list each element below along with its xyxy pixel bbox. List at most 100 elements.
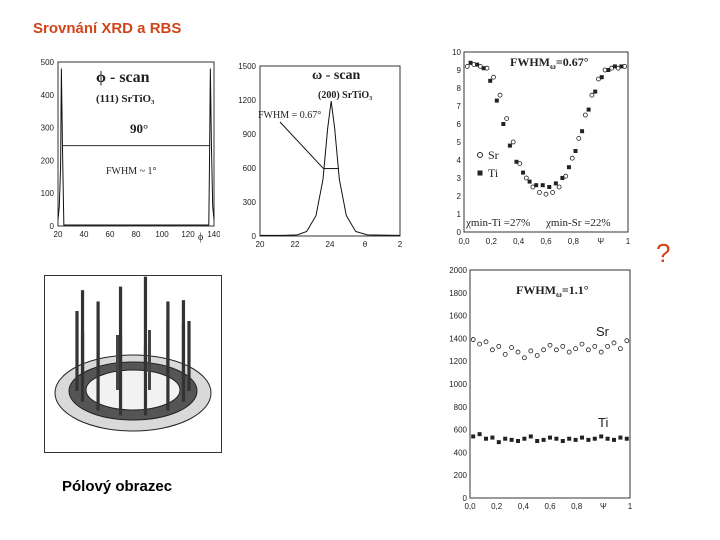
yield-sr-point <box>598 349 604 355</box>
yield-ti-point <box>580 435 584 440</box>
yield-y-tick-label: 1600 <box>449 312 467 321</box>
legend-sr-marker <box>477 152 483 158</box>
channeling-ti-point <box>619 64 624 69</box>
channeling-ti-point <box>468 60 473 65</box>
pole-peak <box>143 345 148 416</box>
channeling-ti-point <box>573 149 578 153</box>
yield-y-tick-label: 600 <box>454 426 468 435</box>
omega-x-tick-label: 22 <box>291 240 300 249</box>
phi-y-tick-label: 100 <box>41 189 55 198</box>
channeling-ti-point <box>475 62 480 67</box>
pole-peak <box>187 321 191 391</box>
omega-y-tick-label: 600 <box>243 164 257 173</box>
channeling-ti-point <box>514 159 519 164</box>
omega-chart-title: ω - scan <box>312 68 361 83</box>
channeling-ti-point <box>540 183 545 188</box>
yield-ti-point <box>548 435 552 440</box>
pole-peak <box>80 290 85 381</box>
phi-x-tick-label: 120 <box>181 230 195 239</box>
yield-ti-point <box>554 436 559 441</box>
legend-ti-marker <box>477 170 483 176</box>
yield-ti-point <box>535 439 540 443</box>
channeling-ti-point <box>566 165 571 170</box>
channeling-ti-point <box>494 98 499 103</box>
yield-sr-point <box>541 347 546 353</box>
yield-x-tick-label: 0,4 <box>518 502 530 511</box>
channeling-y-tick-label: 2 <box>457 192 462 201</box>
pole-peak <box>96 301 100 372</box>
channeling-sr-point <box>556 184 562 190</box>
channeling-sr-point <box>569 155 575 161</box>
phi-x-tick-label: 20 <box>54 230 63 239</box>
yield-y-tick-label: 1000 <box>449 380 467 389</box>
yield-sr-point <box>573 346 579 352</box>
yield-sr-point <box>592 343 598 349</box>
channeling-ti-point <box>593 89 598 94</box>
rbs-channeling-chart: 0 1 2 3 4 5 6 7 8 9 10 0,0 0,2 0,4 0,6 0,8 Ψ 1 FWHMω=0.6… <box>452 48 631 246</box>
channeling-sr-point <box>464 63 470 69</box>
omega-y-tick-label: 300 <box>243 198 257 207</box>
yield-sr-point <box>477 341 482 347</box>
yield-sr-point <box>496 343 502 349</box>
annotation-chimin-ti: χmin-Ti =27% <box>465 217 530 229</box>
page-title: Srovnání XRD a RBS <box>33 20 182 37</box>
yield-x-tick-label: 0,2 <box>491 502 503 511</box>
omega-x-tick-label: 2 <box>398 240 403 249</box>
channeling-x-tick-label: Ψ <box>597 237 604 246</box>
series-label-ti: Ti <box>598 415 608 430</box>
yield-sr-point <box>611 340 617 346</box>
channeling-y-tick-label: 1 <box>457 210 462 219</box>
channeling-ti-point <box>488 78 493 83</box>
pole-peak <box>181 300 186 381</box>
yield-ti-point <box>477 432 482 437</box>
phi-y-tick-label: 400 <box>41 91 55 100</box>
phi-annotation-angle: 90° <box>130 121 148 136</box>
channeling-sr-point <box>576 136 582 141</box>
phi-chart-subtitle: (111) SrTiO₃ <box>96 93 155 105</box>
channeling-y-tick-label: 0 <box>457 228 462 237</box>
yield-y-tick-label: 1200 <box>449 357 467 366</box>
yield-ti-point <box>560 439 565 443</box>
omega-fwhm-pointer <box>279 121 324 169</box>
yield-ti-point <box>490 435 495 440</box>
omega-plot-frame <box>259 65 401 237</box>
channeling-y-tick-label: 5 <box>457 138 462 147</box>
channeling-ti-point <box>560 176 565 180</box>
omega-y-tick-label: 0 <box>252 232 257 241</box>
rbs-yield-frame <box>469 269 631 499</box>
phi-x-tick-label: 140 <box>207 230 220 239</box>
omega-y-tick-label: 1200 <box>238 96 256 105</box>
yield-ti-point <box>541 437 546 442</box>
channeling-y-tick-label: 9 <box>457 66 462 75</box>
channeling-sr-point <box>523 175 529 181</box>
phi-chart-title: ϕ - scan <box>96 69 150 86</box>
yield-sr-point <box>624 338 630 344</box>
channeling-sr-point <box>537 189 542 195</box>
yield-y-tick-label: 200 <box>454 471 468 480</box>
phi-y-tick-label: 0 <box>50 222 55 231</box>
omega-x-tick-label: 20 <box>256 240 265 249</box>
question-mark: ? <box>656 238 671 268</box>
legend-ti-label: Ti <box>488 166 499 180</box>
channeling-ti-point <box>599 75 604 80</box>
yield-ti-point <box>496 440 501 445</box>
pole-peak <box>118 286 123 367</box>
yield-sr-point <box>566 349 572 355</box>
phi-x-tick-label: 80 <box>132 230 141 239</box>
pole-peak <box>143 276 148 367</box>
channeling-sr-point <box>510 139 516 145</box>
yield-ti-point <box>624 436 629 441</box>
yield-ti-point <box>528 434 533 439</box>
channeling-ti-point <box>553 181 558 186</box>
channeling-ti-point <box>501 122 506 126</box>
omega-scan-series <box>260 101 401 236</box>
channeling-ti-point <box>481 66 486 71</box>
yield-sr-point <box>554 347 559 353</box>
channeling-ti-point <box>534 183 539 188</box>
channeling-sr-point <box>543 191 549 197</box>
yield-ti-point <box>605 436 610 441</box>
annotation-chimin-sr: χmin-Sr =22% <box>545 217 611 229</box>
phi-annotation-fwhm: FWHM ~ 1° <box>106 166 157 177</box>
yield-sr-point <box>515 349 521 355</box>
omega-scan-chart: 0 300 600 900 1200 1500 20 22 24 θ 2 ω - scan (20… <box>238 62 403 249</box>
